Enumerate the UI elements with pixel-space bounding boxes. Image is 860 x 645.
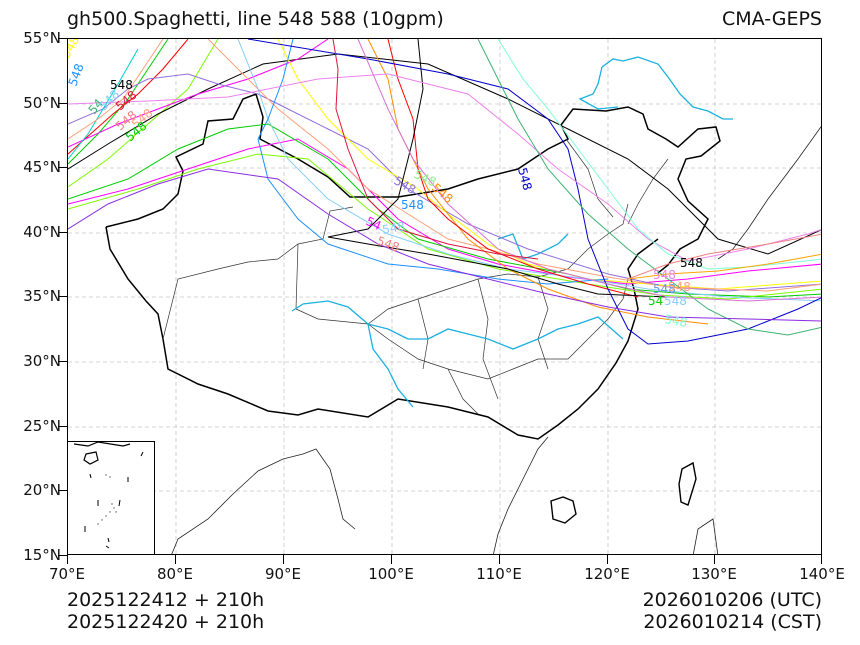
lat-label-40: 40°N bbox=[23, 223, 61, 241]
lat-tick bbox=[58, 490, 67, 492]
lat-label-45: 45°N bbox=[23, 158, 61, 176]
rivers bbox=[291, 56, 733, 408]
inset-map bbox=[73, 441, 144, 549]
svg-text:548: 548 bbox=[515, 166, 534, 192]
ensemble-contours bbox=[68, 39, 821, 345]
svg-text:548: 548 bbox=[401, 198, 424, 212]
lon-label-110: 110°E bbox=[476, 565, 522, 583]
lon-tick bbox=[175, 555, 177, 564]
lon-tick bbox=[391, 555, 393, 564]
lon-tick bbox=[607, 555, 609, 564]
lat-tick bbox=[58, 555, 67, 557]
svg-text:548: 548 bbox=[668, 280, 691, 294]
lat-label-35: 35°N bbox=[23, 287, 61, 305]
graticule bbox=[68, 39, 821, 554]
init-time-cst: 2025122420 + 210h bbox=[67, 611, 265, 633]
south-china-sea-inset bbox=[67, 441, 155, 555]
lon-tick bbox=[67, 555, 69, 564]
svg-text:548: 548 bbox=[663, 312, 688, 330]
lat-label-55: 55°N bbox=[23, 29, 61, 47]
lat-tick bbox=[58, 361, 67, 363]
lon-label-140: 140°E bbox=[799, 565, 845, 583]
svg-text:54: 54 bbox=[648, 294, 663, 308]
valid-time-block: 2026010206 (UTC) 2026010214 (CST) bbox=[643, 589, 822, 633]
lat-label-15: 15°N bbox=[23, 546, 61, 564]
coastline bbox=[171, 126, 821, 554]
chart-title: gh500.Spaghetti, line 548 588 (10gpm) bbox=[67, 8, 444, 30]
lat-label-20: 20°N bbox=[23, 481, 61, 499]
svg-text:548: 548 bbox=[68, 39, 82, 61]
lon-label-130: 130°E bbox=[691, 565, 737, 583]
islands bbox=[550, 461, 697, 524]
svg-text:548: 548 bbox=[653, 268, 676, 282]
svg-text:548: 548 bbox=[664, 294, 687, 308]
lon-tick bbox=[714, 555, 716, 564]
lon-label-80: 80°E bbox=[156, 565, 194, 583]
map-plot-area[interactable]: 548 548 548 54 548 548 548 548 548 548 5… bbox=[67, 38, 822, 555]
lat-tick bbox=[58, 426, 67, 428]
svg-text:548: 548 bbox=[653, 282, 676, 296]
lat-label-25: 25°N bbox=[23, 417, 61, 435]
model-source-label: CMA-GEPS bbox=[721, 8, 822, 30]
lon-tick bbox=[499, 555, 501, 564]
lon-label-120: 120°E bbox=[584, 565, 630, 583]
lat-tick bbox=[58, 103, 67, 105]
init-time-utc: 2025122412 + 210h bbox=[67, 589, 265, 611]
lon-tick bbox=[283, 555, 285, 564]
svg-text:548: 548 bbox=[381, 219, 406, 237]
lat-tick bbox=[58, 38, 67, 40]
lon-label-100: 100°E bbox=[368, 565, 414, 583]
svg-text:548: 548 bbox=[68, 62, 87, 88]
lat-label-50: 50°N bbox=[23, 94, 61, 112]
country-border bbox=[105, 93, 721, 440]
lat-tick bbox=[58, 296, 67, 298]
valid-time-utc: 2026010206 (UTC) bbox=[642, 589, 822, 611]
map-canvas: 548 548 548 54 548 548 548 548 548 548 5… bbox=[68, 39, 821, 554]
svg-text:548: 548 bbox=[110, 78, 133, 92]
lat-label-30: 30°N bbox=[23, 352, 61, 370]
lat-tick bbox=[58, 232, 67, 234]
init-time-block: 2025122412 + 210h 2025122420 + 210h bbox=[67, 589, 264, 633]
valid-time-cst: 2026010214 (CST) bbox=[643, 611, 822, 633]
lon-label-70: 70°E bbox=[48, 565, 86, 583]
svg-text:54: 54 bbox=[364, 214, 384, 233]
lat-tick bbox=[58, 167, 67, 169]
svg-text:548: 548 bbox=[680, 256, 703, 270]
lon-label-90: 90°E bbox=[264, 565, 302, 583]
lon-tick bbox=[821, 555, 823, 564]
